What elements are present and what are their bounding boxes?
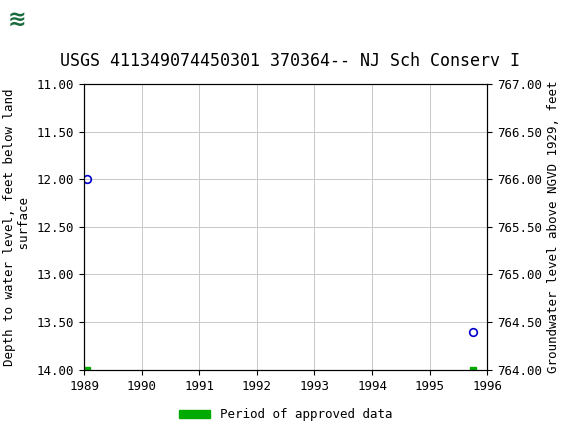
Y-axis label: Groundwater level above NGVD 1929, feet: Groundwater level above NGVD 1929, feet <box>548 80 560 373</box>
Text: ≋: ≋ <box>8 9 26 29</box>
Y-axis label: Depth to water level, feet below land
 surface: Depth to water level, feet below land su… <box>3 88 31 366</box>
Text: USGS: USGS <box>38 9 102 29</box>
Legend: Period of approved data: Period of approved data <box>174 403 397 427</box>
FancyBboxPatch shape <box>3 3 55 36</box>
Text: USGS 411349074450301 370364-- NJ Sch Conserv I: USGS 411349074450301 370364-- NJ Sch Con… <box>60 52 520 70</box>
